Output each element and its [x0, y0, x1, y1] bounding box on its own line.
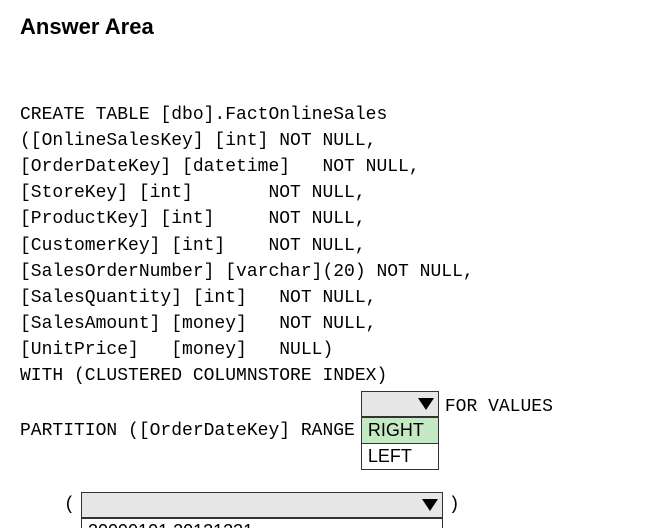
close-paren: ) [449, 495, 460, 515]
code-suffix: FOR VALUES [445, 391, 553, 420]
code-line: ([OnlineSalesKey] [int] NOT NULL, [20, 131, 376, 151]
code-prefix: PARTITION ([OrderDateKey] RANGE [20, 418, 355, 444]
partition-values-options: 20090101,20121231 20100101,20110101,2012… [81, 518, 443, 528]
answer-area: Answer Area CREATE TABLE [dbo].FactOnlin… [0, 0, 650, 528]
code-line: [StoreKey] [int] NOT NULL, [20, 183, 366, 203]
code-line: [OrderDateKey] [datetime] NOT NULL, [20, 157, 420, 177]
code-line: [ProductKey] [int] NOT NULL, [20, 209, 366, 229]
page-title: Answer Area [20, 14, 630, 40]
range-option-left[interactable]: LEFT [362, 443, 438, 469]
code-line: CREATE TABLE [dbo].FactOnlineSales [20, 105, 387, 125]
code-line: [SalesQuantity] [int] NOT NULL, [20, 288, 376, 308]
code-line: [SalesAmount] [money] NOT NULL, [20, 314, 376, 334]
range-direction-select[interactable] [361, 391, 439, 417]
range-direction-dropdown: RIGHT LEFT [361, 391, 439, 470]
partition-values-block: ( ) 20090101,20121231 20100101,20110101,… [64, 492, 630, 528]
sql-code-block: CREATE TABLE [dbo].FactOnlineSales ([Onl… [20, 76, 630, 389]
partition-values-dropdown [81, 492, 443, 518]
partition-values-select[interactable] [81, 492, 443, 518]
open-paren: ( [64, 495, 75, 515]
partition-option-0[interactable]: 20090101,20121231 [82, 518, 442, 528]
code-line: [CustomerKey] [int] NOT NULL, [20, 236, 366, 256]
chevron-down-icon [418, 398, 434, 410]
code-line: [SalesOrderNumber] [varchar](20) NOT NUL… [20, 262, 474, 282]
code-line: [UnitPrice] [money] NULL) [20, 340, 333, 360]
code-line: WITH (CLUSTERED COLUMNSTORE INDEX) [20, 366, 387, 386]
partition-range-row: PARTITION ([OrderDateKey] RANGE RIGHT LE… [20, 391, 630, 470]
range-direction-options: RIGHT LEFT [361, 417, 439, 470]
range-option-right[interactable]: RIGHT [362, 417, 438, 443]
chevron-down-icon [422, 499, 438, 511]
